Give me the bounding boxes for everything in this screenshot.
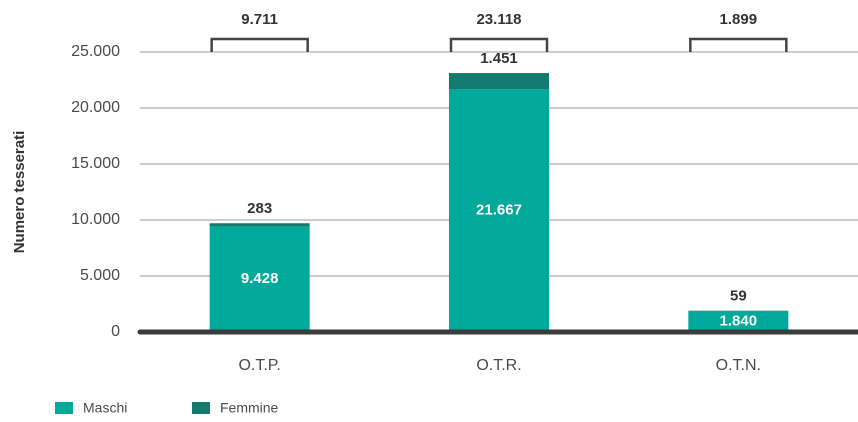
legend-swatch [55, 402, 73, 414]
value-label: 21.667 [476, 202, 522, 219]
x-tick-label: O.T.R. [476, 357, 521, 374]
bar-segment [209, 226, 310, 332]
y-tick-label: 25.000 [71, 43, 120, 60]
y-tick-label: 10.000 [71, 211, 120, 228]
y-tick-label: 5.000 [80, 267, 120, 284]
legend-label: Femmine [220, 400, 279, 416]
total-label: 23.118 [476, 11, 521, 28]
bar-segment [688, 310, 789, 312]
value-label: 1.840 [720, 313, 758, 330]
x-tick-label: O.T.P. [238, 357, 280, 374]
total-label: 1.899 [720, 11, 758, 28]
x-tick-label: O.T.N. [716, 357, 761, 374]
value-label: 1.451 [480, 50, 518, 67]
y-tick-label: 0 [111, 323, 120, 340]
bar-segment [449, 73, 549, 90]
value-label: 59 [730, 288, 747, 305]
y-tick-label: 15.000 [71, 155, 120, 172]
legend-label: Maschi [83, 400, 127, 416]
total-bracket [449, 37, 549, 52]
bar-segment [209, 223, 310, 227]
total-bracket [689, 37, 788, 52]
total-label: 9.711 [241, 11, 278, 28]
value-label: 9.428 [241, 270, 279, 287]
bar-segment [449, 89, 549, 333]
bar-segment [688, 311, 789, 332]
legend-swatch [192, 402, 210, 414]
value-label: 283 [247, 200, 272, 217]
y-axis-label: Numero tesserati [11, 131, 28, 254]
total-bracket [210, 37, 309, 52]
y-tick-label: 20.000 [71, 99, 120, 116]
